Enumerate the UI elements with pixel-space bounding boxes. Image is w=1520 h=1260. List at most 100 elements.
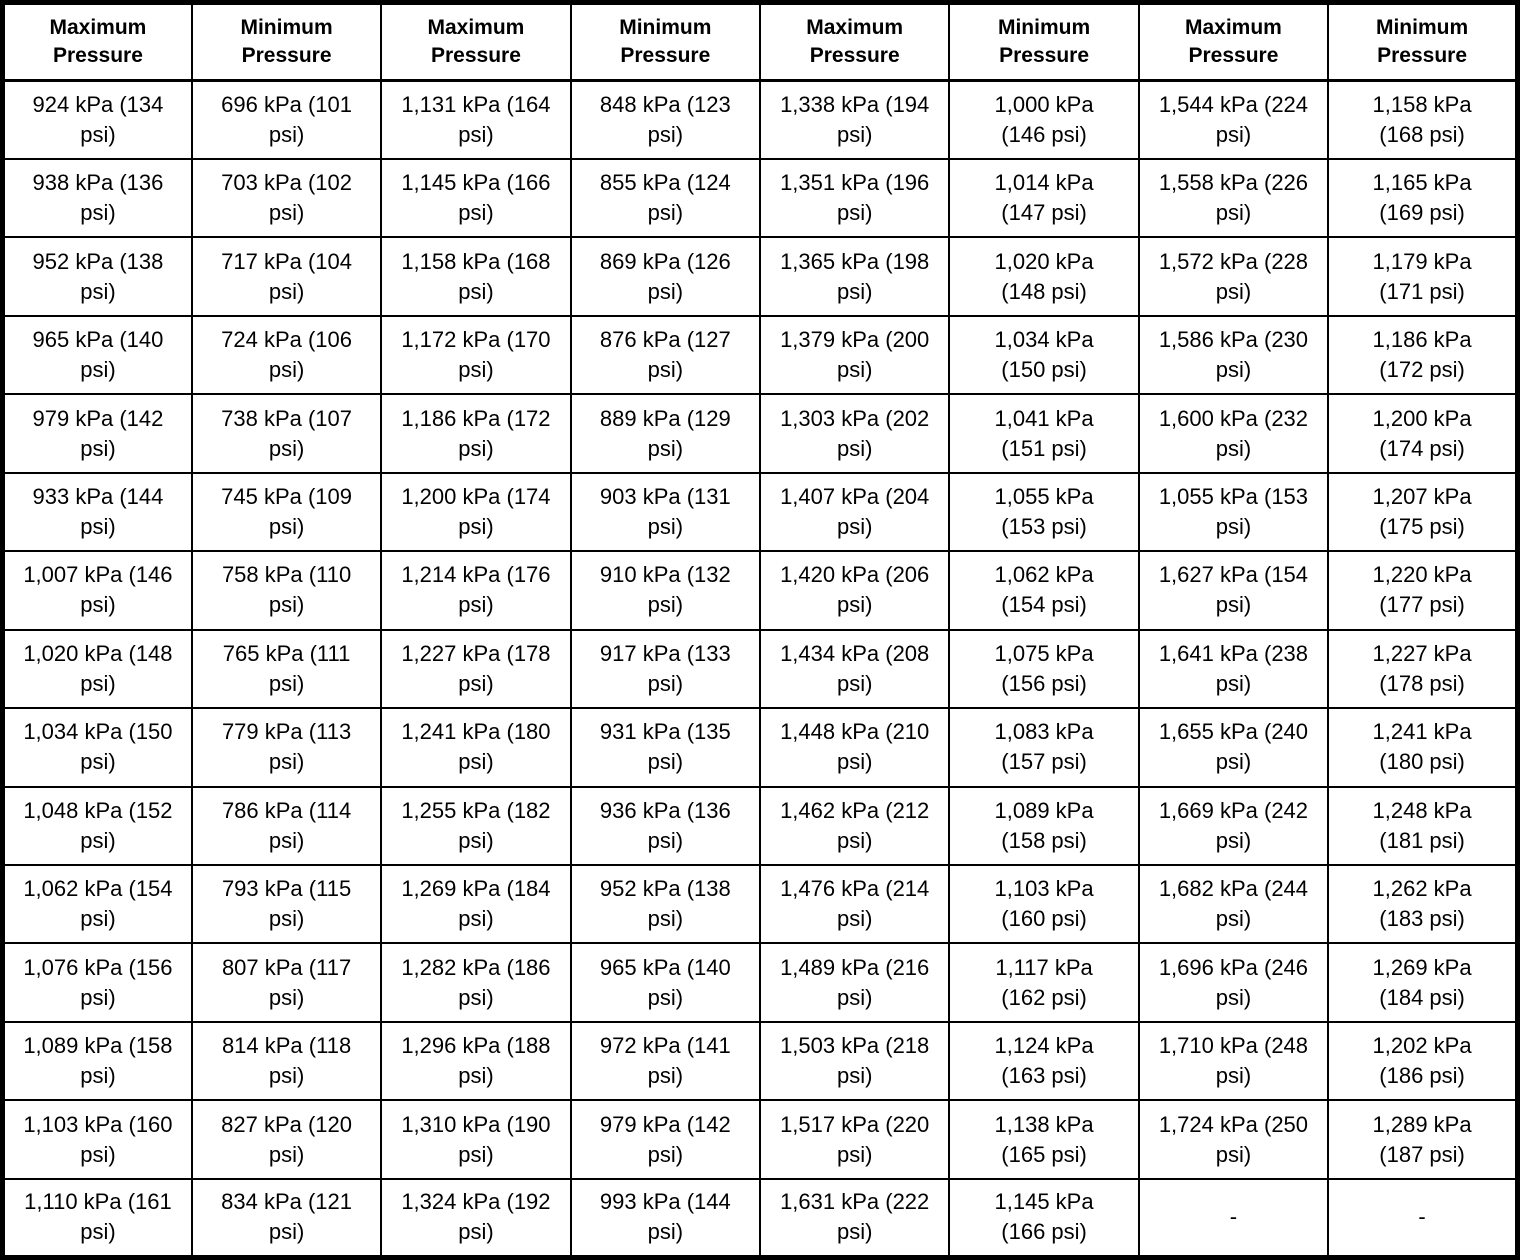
table-body: 924 kPa (134 psi) 696 kPa (101 psi) 1,131 …: [1, 79, 1519, 1259]
pressure-cell: 1,669 kPa (242 psi): [1137, 785, 1330, 867]
pressure-cell: 1,076 kPa (156 psi): [1, 942, 193, 1023]
column-header-min-pressure-2: Minimum Pressure: [569, 1, 762, 82]
column-header-max-pressure-4: Maximum Pressure: [1137, 1, 1330, 82]
table-row: 979 kPa (142 psi) 738 kPa (107 psi) 1,186 …: [1, 393, 1519, 474]
pressure-cell: 1,158 kPa (168 psi): [380, 236, 572, 317]
pressure-cell: 1,365 kPa (198 psi): [758, 236, 951, 317]
pressure-cell: 1,379 kPa (200 psi): [758, 314, 951, 396]
pressure-cell: 1,020 kPa (148 psi): [1, 628, 193, 710]
pressure-cell: 1,682 kPa (244 psi): [1137, 864, 1330, 945]
pressure-cell: 1,303 kPa (202 psi): [758, 393, 951, 474]
pressure-cell: 931 kPa (135 psi): [569, 707, 762, 788]
pressure-cell: 1,586 kPa (230 psi): [1137, 314, 1330, 396]
pressure-cell: 1,310 kPa (190 psi): [380, 1099, 572, 1180]
pressure-cell: 1,696 kPa (246 psi): [1137, 942, 1330, 1023]
table-row: 1,034 kPa (150 psi) 779 kPa (113 psi) 1,24…: [1, 707, 1519, 788]
table-row: 1,110 kPa (161 psi) 834 kPa (121 psi) 1,32…: [1, 1177, 1519, 1259]
pressure-cell: 758 kPa (110 psi): [190, 550, 383, 631]
pressure-cell: 1,048 kPa (152 psi): [1, 785, 193, 867]
pressure-cell: 834 kPa (121 psi): [190, 1177, 383, 1259]
pressure-cell: 936 kPa (136 psi): [569, 785, 762, 867]
pressure-cell: 1,062 kPa (154 psi): [1, 864, 193, 945]
pressure-cell: 1,145 kPa (166 psi): [948, 1177, 1140, 1259]
pressure-cell: 1,558 kPa (226 psi): [1137, 157, 1330, 239]
column-header-max-pressure-1: Maximum Pressure: [1, 1, 193, 82]
pressure-cell: 1,324 kPa (192 psi): [380, 1177, 572, 1259]
pressure-cell: 979 kPa (142 psi): [1, 393, 193, 474]
pressure-cell: 1,041 kPa (151 psi): [948, 393, 1140, 474]
pressure-cell: 1,227 kPa (178 psi): [380, 628, 572, 710]
pressure-cell: 1,407 kPa (204 psi): [758, 471, 951, 553]
table-row: 1,103 kPa (160 psi) 827 kPa (120 psi) 1,31…: [1, 1099, 1519, 1180]
pressure-cell: 1,296 kPa (188 psi): [380, 1020, 572, 1102]
pressure-cell: 848 kPa (123 psi): [569, 79, 762, 160]
column-header-min-pressure-4: Minimum Pressure: [1327, 1, 1519, 82]
column-header-min-pressure-3: Minimum Pressure: [948, 1, 1140, 82]
pressure-cell: 1,089 kPa (158 psi): [1, 1020, 193, 1102]
pressure-cell: 1,117 kPa (162 psi): [948, 942, 1140, 1023]
pressure-cell: 1,241 kPa (180 psi): [1327, 707, 1519, 788]
pressure-cell: 1,631 kPa (222 psi): [758, 1177, 951, 1259]
table-row: 933 kPa (144 psi) 745 kPa (109 psi) 1,200 …: [1, 471, 1519, 553]
pressure-cell: 1,241 kPa (180 psi): [380, 707, 572, 788]
pressure-cell: 738 kPa (107 psi): [190, 393, 383, 474]
pressure-cell: 952 kPa (138 psi): [569, 864, 762, 945]
pressure-cell: 1,503 kPa (218 psi): [758, 1020, 951, 1102]
pressure-cell: 703 kPa (102 psi): [190, 157, 383, 239]
pressure-cell: 1,289 kPa (187 psi): [1327, 1099, 1519, 1180]
table-row: 1,062 kPa (154 psi) 793 kPa (115 psi) 1,26…: [1, 864, 1519, 945]
pressure-cell: 1,103 kPa (160 psi): [1, 1099, 193, 1180]
pressure-cell: 917 kPa (133 psi): [569, 628, 762, 710]
pressure-cell: 745 kPa (109 psi): [190, 471, 383, 553]
pressure-cell: 979 kPa (142 psi): [569, 1099, 762, 1180]
pressure-cell: 1,014 kPa (147 psi): [948, 157, 1140, 239]
column-header-min-pressure-1: Minimum Pressure: [190, 1, 383, 82]
table-row: 965 kPa (140 psi) 724 kPa (106 psi) 1,172 …: [1, 314, 1519, 396]
pressure-cell: 1,338 kPa (194 psi): [758, 79, 951, 160]
pressure-cell: 1,227 kPa (178 psi): [1327, 628, 1519, 710]
pressure-cell: 814 kPa (118 psi): [190, 1020, 383, 1102]
pressure-cell: 1,269 kPa (184 psi): [380, 864, 572, 945]
pressure-cell: 1,000 kPa (146 psi): [948, 79, 1140, 160]
pressure-cell: 724 kPa (106 psi): [190, 314, 383, 396]
pressure-cell: 1,262 kPa (183 psi): [1327, 864, 1519, 945]
pressure-cell: 1,655 kPa (240 psi): [1137, 707, 1330, 788]
pressure-cell: 1,489 kPa (216 psi): [758, 942, 951, 1023]
pressure-cell: 1,007 kPa (146 psi): [1, 550, 193, 631]
pressure-cell: 1,165 kPa (169 psi): [1327, 157, 1519, 239]
table-header: Maximum Pressure Minimum Pressure Maximu…: [1, 1, 1519, 82]
pressure-cell: 1,179 kPa (171 psi): [1327, 236, 1519, 317]
pressure-cell: 779 kPa (113 psi): [190, 707, 383, 788]
pressure-cell: 938 kPa (136 psi): [1, 157, 193, 239]
pressure-cell: 1,641 kPa (238 psi): [1137, 628, 1330, 710]
pressure-cell: 1,131 kPa (164 psi): [380, 79, 572, 160]
pressure-cell: 1,075 kPa (156 psi): [948, 628, 1140, 710]
pressure-cell: 1,600 kPa (232 psi): [1137, 393, 1330, 474]
pressure-cell: 807 kPa (117 psi): [190, 942, 383, 1023]
pressure-cell: 1,448 kPa (210 psi): [758, 707, 951, 788]
pressure-cell: 1,186 kPa (172 psi): [1327, 314, 1519, 396]
pressure-cell: 1,200 kPa (174 psi): [380, 471, 572, 553]
pressure-cell: 1,186 kPa (172 psi): [380, 393, 572, 474]
pressure-cell: 786 kPa (114 psi): [190, 785, 383, 867]
pressure-cell: 765 kPa (111 psi): [190, 628, 383, 710]
pressure-cell: 1,110 kPa (161 psi): [1, 1177, 193, 1259]
table-row: 938 kPa (136 psi) 703 kPa (102 psi) 1,145 …: [1, 157, 1519, 239]
pressure-cell: 1,124 kPa (163 psi): [948, 1020, 1140, 1102]
pressure-cell: 1,055 kPa (153 psi): [948, 471, 1140, 553]
column-header-max-pressure-2: Maximum Pressure: [380, 1, 572, 82]
pressure-cell: 1,089 kPa (158 psi): [948, 785, 1140, 867]
pressure-cell: 1,434 kPa (208 psi): [758, 628, 951, 710]
pressure-cell: 1,517 kPa (220 psi): [758, 1099, 951, 1180]
pressure-cell: 1,103 kPa (160 psi): [948, 864, 1140, 945]
pressure-cell: 1,572 kPa (228 psi): [1137, 236, 1330, 317]
pressure-cell: 1,020 kPa (148 psi): [948, 236, 1140, 317]
pressure-cell: 1,544 kPa (224 psi): [1137, 79, 1330, 160]
pressure-cell: 1,138 kPa (165 psi): [948, 1099, 1140, 1180]
table-row: 1,089 kPa (158 psi) 814 kPa (118 psi) 1,29…: [1, 1020, 1519, 1102]
table-row: 952 kPa (138 psi) 717 kPa (104 psi) 1,158 …: [1, 236, 1519, 317]
pressure-cell: 1,220 kPa (177 psi): [1327, 550, 1519, 631]
pressure-cell: 876 kPa (127 psi): [569, 314, 762, 396]
pressure-cell: 910 kPa (132 psi): [569, 550, 762, 631]
